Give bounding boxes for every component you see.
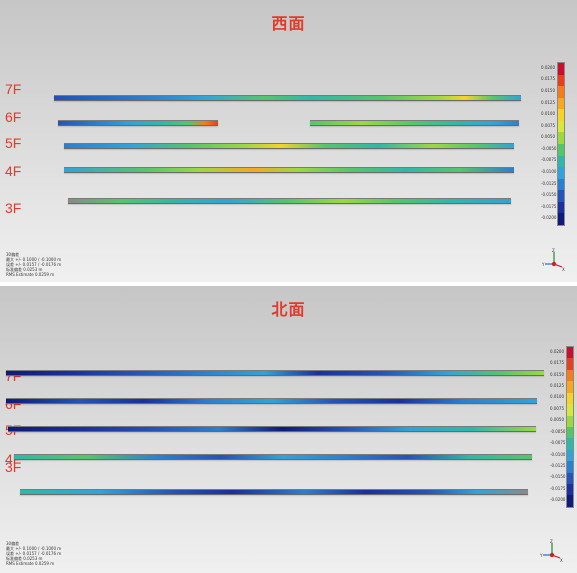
- north-floor-label-3f: 3F: [5, 459, 22, 475]
- west-facade-panel: 西面 7F 6F 5F 4F 3F 0.0200 0.0175 0.0150 0.01…: [0, 0, 577, 282]
- colorbar-segment: [567, 369, 573, 382]
- west-strip-4f: [64, 167, 514, 173]
- svg-text:X: X: [560, 558, 563, 563]
- colorbar-segment: [558, 178, 564, 191]
- colorbar-segment: [558, 190, 564, 202]
- west-panel-title: 西面: [271, 14, 306, 33]
- west-stats-line: 误差 +/- 0.0157 / -0.0176 m: [6, 262, 62, 267]
- colorbar-segment: [558, 97, 564, 110]
- colorbar-segment: [567, 415, 573, 427]
- colorbar-tick-label: 0.0150: [541, 87, 555, 93]
- west-floor-label-7f: 7F: [5, 81, 22, 97]
- colorbar-segment: [567, 358, 573, 370]
- west-deviation-colorbar: [557, 62, 565, 226]
- colorbar-segment: [558, 143, 564, 156]
- west-axes-triad-icon[interactable]: Z Y X: [542, 248, 566, 272]
- colorbar-segment: [558, 74, 564, 87]
- west-strip-7f: [54, 95, 521, 101]
- colorbar-tick-label: -0.0075: [541, 157, 557, 163]
- north-stats-line: 标准偏差 0.0253 m: [6, 556, 43, 561]
- svg-text:Y: Y: [540, 553, 543, 558]
- colorbar-tick-label: 0.0175: [550, 360, 564, 366]
- colorbar-segment: [567, 449, 573, 462]
- colorbar-tick-label: 0.0125: [541, 99, 555, 105]
- colorbar-segment: [567, 381, 573, 393]
- north-deviation-colorbar: [566, 346, 574, 508]
- north-stats-line: 30偏差: [6, 541, 20, 546]
- colorbar-segment: [558, 63, 564, 75]
- west-strip-3f: [68, 198, 511, 204]
- colorbar-tick-label: 0.0150: [550, 371, 564, 377]
- colorbar-segment: [567, 347, 573, 359]
- north-facade-panel: 北面 7F 6F 5F 4F 3F 0.02000.01750.01500.01…: [0, 286, 577, 573]
- west-floor-label-6f: 6F: [5, 109, 22, 125]
- colorbar-tick-label: 0.0075: [550, 405, 564, 411]
- colorbar-tick-label: -0.0200: [550, 497, 566, 503]
- colorbar-tick-label: 0.0200: [541, 64, 555, 70]
- svg-text:Y: Y: [542, 262, 545, 267]
- north-stats-line: 最大 +/- 0.1000 / -0.1000 m: [6, 546, 62, 551]
- colorbar-segment: [558, 120, 564, 133]
- colorbar-tick-label: -0.0150: [541, 192, 557, 198]
- colorbar-segment: [558, 109, 564, 121]
- colorbar-tick-label: -0.0200: [541, 215, 557, 221]
- west-stats-line: RMS Estimate 0.0259 m: [6, 272, 55, 277]
- colorbar-tick-label: 0.0175: [541, 76, 555, 82]
- colorbar-tick-label: 0.0100: [541, 111, 555, 117]
- colorbar-segment: [558, 167, 564, 179]
- west-floor-label-4f: 4F: [5, 163, 22, 179]
- west-stats-line: 30偏差: [6, 252, 20, 257]
- colorbar-tick-label: -0.0150: [550, 474, 566, 480]
- svg-text:Z: Z: [552, 248, 555, 253]
- west-stats-line: 最大 +/- 0.1000 / -0.1000 m: [6, 257, 62, 262]
- north-stats-block: 30偏差 最大 +/- 0.1000 / -0.1000 m 误差 +/- 0.…: [6, 541, 61, 566]
- west-stats-line: 标准偏差 0.0253 m: [6, 267, 43, 272]
- north-strip-6f: [6, 398, 537, 404]
- west-strip-6f-left: [58, 120, 218, 126]
- colorbar-segment: [567, 426, 573, 439]
- north-stats-line: 误差 +/- 0.0157 / -0.0176 m: [6, 551, 62, 556]
- colorbar-segment: [567, 472, 573, 485]
- colorbar-tick-label: 0.0100: [550, 394, 564, 400]
- west-strip-6f-right: [310, 120, 519, 126]
- colorbar-tick-label: -0.0050: [550, 428, 566, 434]
- north-axes-triad-icon[interactable]: Z Y X: [540, 539, 564, 563]
- north-strip-5f: [8, 426, 536, 432]
- colorbar-tick-label: -0.0050: [541, 145, 557, 151]
- west-stats-block: 30偏差 最大 +/- 0.1000 / -0.1000 m 误差 +/- 0.…: [6, 252, 61, 277]
- colorbar-segment: [558, 201, 564, 214]
- north-strip-7f: [6, 370, 544, 376]
- colorbar-segment: [567, 392, 573, 405]
- svg-text:X: X: [562, 267, 565, 272]
- colorbar-tick-label: -0.0100: [541, 168, 557, 174]
- colorbar-tick-label: -0.0175: [550, 485, 566, 491]
- colorbar-tick-label: 0.0050: [550, 417, 564, 423]
- north-panel-title: 北面: [271, 300, 306, 319]
- colorbar-tick-label: -0.0075: [550, 440, 566, 446]
- svg-text:Z: Z: [550, 539, 553, 544]
- colorbar-segment: [567, 404, 573, 416]
- colorbar-tick-label: -0.0125: [541, 180, 557, 186]
- colorbar-segment: [558, 132, 564, 144]
- west-floor-label-5f: 5F: [5, 135, 22, 151]
- colorbar-tick-label: 0.0050: [541, 134, 555, 140]
- west-floor-label-3f: 3F: [5, 200, 22, 216]
- colorbar-tick-label: -0.0125: [550, 463, 566, 468]
- colorbar-tick-label: -0.0100: [550, 451, 566, 457]
- colorbar-segment: [567, 461, 573, 473]
- colorbar-segment: [567, 438, 573, 450]
- north-strip-4f: [14, 454, 532, 460]
- north-stats-line: RMS Estimate 0.0259 m: [6, 561, 55, 566]
- colorbar-segment: [558, 86, 564, 98]
- colorbar-segment: [558, 155, 564, 168]
- colorbar-tick-label: 0.0075: [541, 122, 555, 128]
- colorbar-segment: [567, 484, 573, 496]
- colorbar-segment: [558, 213, 564, 225]
- colorbar-tick-label: 0.0200: [550, 348, 564, 354]
- colorbar-tick-label: -0.0175: [541, 203, 557, 209]
- west-strip-5f: [64, 143, 514, 149]
- north-strip-3f: [20, 489, 528, 495]
- colorbar-segment: [567, 495, 573, 507]
- colorbar-tick-label: 0.0125: [550, 383, 564, 388]
